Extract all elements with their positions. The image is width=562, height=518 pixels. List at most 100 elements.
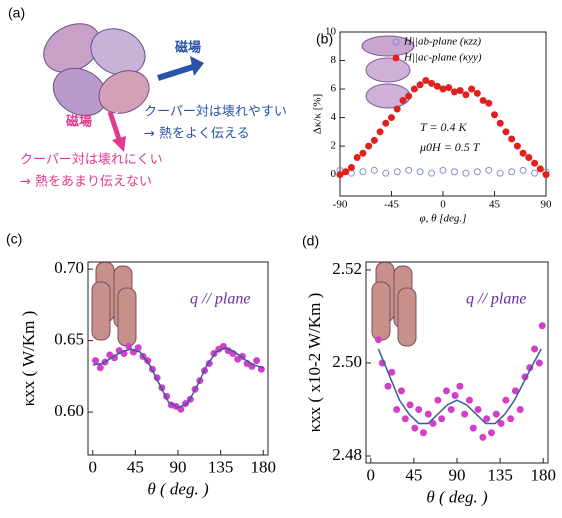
annotation: T = 0.4 K: [420, 120, 468, 134]
arrow-head: [112, 136, 126, 152]
data-point: [509, 169, 515, 175]
data-point: [462, 411, 468, 417]
data-point: [254, 358, 260, 364]
data-point: [371, 137, 377, 143]
x-tick-label: 180: [251, 458, 277, 477]
x-tick-label: 90: [449, 466, 466, 485]
arrow: [110, 112, 120, 142]
data-point: [97, 365, 103, 371]
data-point: [425, 411, 431, 417]
data-point: [389, 369, 395, 375]
figure: (a) 磁場 磁場 クーパー対は壊れやすい → 熱をよく伝える クーパー対は壊れ…: [0, 0, 562, 518]
data-point: [475, 406, 481, 412]
data-point: [385, 383, 391, 389]
x-tick-label: 90: [170, 458, 187, 477]
annotation: q // plane: [466, 291, 526, 308]
data-point: [514, 143, 520, 149]
data-point: [463, 92, 469, 98]
data-point: [508, 416, 514, 422]
data-point: [440, 167, 446, 173]
y-tick-label: 0.65: [54, 330, 84, 349]
data-point: [435, 397, 441, 403]
data-point: [497, 170, 503, 176]
data-point: [448, 406, 454, 412]
data-point: [486, 167, 492, 173]
data-point: [498, 420, 504, 426]
data-point: [337, 172, 343, 178]
data-point: [536, 360, 542, 366]
data-point: [474, 169, 480, 175]
panel-label: (d): [302, 233, 319, 249]
data-point: [377, 129, 383, 135]
note: クーパー対は壊れにくい: [20, 153, 163, 168]
x-tick-label: -45: [384, 198, 399, 210]
data-point: [389, 115, 395, 121]
y-tick-label: 10: [325, 26, 337, 38]
data-point: [493, 411, 499, 417]
data-point: [135, 345, 141, 351]
data-point: [539, 323, 545, 329]
legend-label: H||ab-plane (κzz): [403, 36, 481, 48]
data-point: [520, 167, 526, 173]
x-tick-label: 45: [127, 458, 144, 477]
y-tick-label: 2.52: [332, 259, 362, 278]
data-point: [469, 86, 475, 92]
data-point: [348, 170, 354, 176]
x-tick-label: 45: [489, 198, 501, 210]
data-point: [429, 170, 435, 176]
x-axis-label: φ, θ [deg.]: [420, 213, 467, 225]
data-point: [434, 83, 440, 89]
x-tick-label: 0: [88, 458, 97, 477]
data-point: [417, 169, 423, 175]
data-point: [457, 383, 463, 389]
y-axis-label: κxx ( x10-2 W/Km ): [305, 293, 324, 433]
data-point: [412, 425, 418, 431]
data-point: [439, 416, 445, 422]
data-point: [488, 430, 494, 436]
data-point: [383, 120, 389, 126]
x-tick-label: 90: [541, 198, 553, 210]
y-tick-label: 2: [331, 140, 337, 152]
legend-label: H||ac-plane (κyy): [403, 52, 482, 64]
y-tick-label: 4: [331, 111, 337, 123]
x-tick-label: 0: [440, 198, 446, 210]
y-tick-label: 2.48: [332, 445, 362, 464]
note: クーパー対は壊れやすい: [144, 105, 287, 120]
data-point: [466, 397, 472, 403]
x-tick-label: 45: [405, 466, 422, 485]
note: → 熱をあまり伝えない: [20, 175, 152, 190]
field-label: 磁場: [66, 114, 92, 130]
gap-lobes: [35, 14, 156, 125]
data-point: [371, 167, 377, 173]
data-point: [503, 397, 509, 403]
y-axis-label: Δκ/κ [%]: [312, 94, 324, 134]
y-tick-label: 2.50: [332, 352, 362, 371]
annotation: q // plane: [190, 291, 250, 308]
data-point: [480, 97, 486, 103]
data-point: [470, 425, 476, 431]
data-point: [407, 402, 413, 408]
y-tick-label: 6: [331, 83, 337, 95]
data-point: [474, 90, 480, 96]
data-point: [532, 170, 538, 176]
inset-d: [372, 262, 416, 346]
data-point: [492, 112, 498, 118]
data-point: [446, 85, 452, 91]
data-point: [517, 406, 523, 412]
annotation: μ0H = 0.5 T: [419, 140, 481, 154]
data-point: [406, 93, 412, 99]
x-tick-label: 135: [487, 466, 513, 485]
data-point: [348, 164, 354, 170]
data-point: [503, 129, 509, 135]
data-point: [532, 160, 538, 166]
data-point: [509, 136, 515, 142]
data-point: [440, 86, 446, 92]
data-point: [126, 343, 132, 349]
field-label: 磁場: [175, 40, 201, 56]
data-point: [497, 120, 503, 126]
x-axis-label: θ ( deg. ): [147, 480, 209, 499]
data-point: [417, 82, 423, 88]
data-point: [526, 154, 532, 160]
data-point: [360, 150, 366, 156]
panel-label: (a): [8, 5, 25, 21]
